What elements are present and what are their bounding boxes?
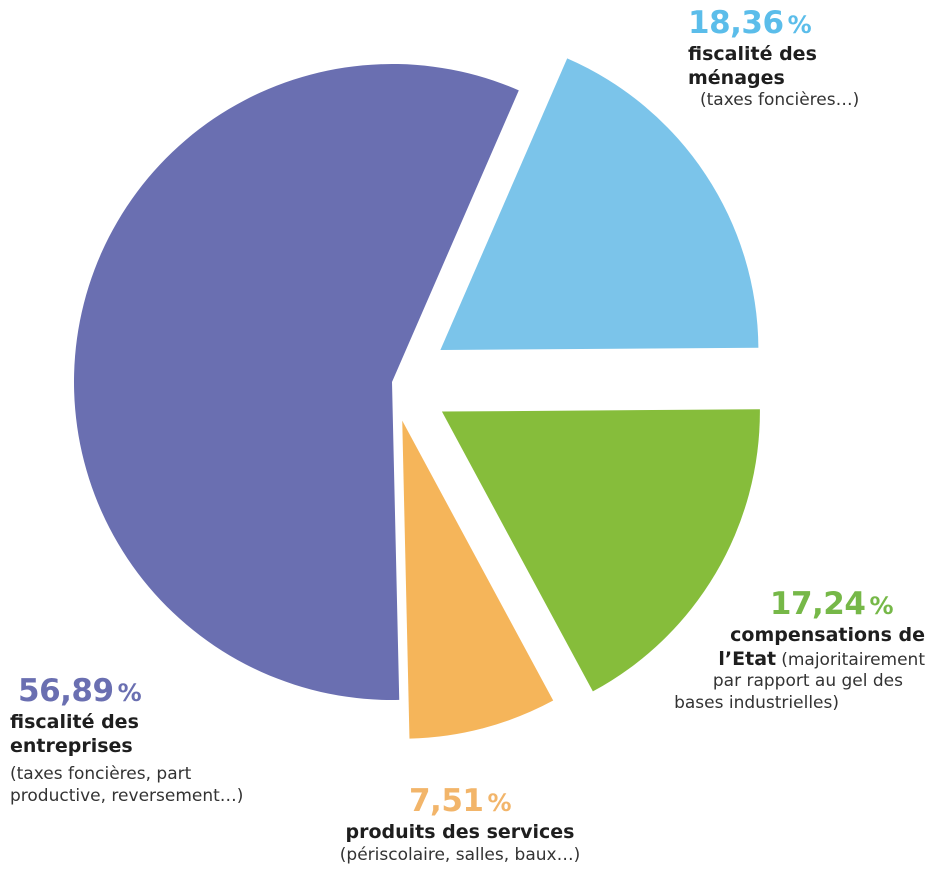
unit-services: % — [487, 789, 512, 817]
detail-menages: (taxes foncières…) — [700, 90, 860, 111]
category-etat-line2-row: l’Etat (majoritairement — [600, 648, 945, 672]
unit-etat: % — [869, 592, 893, 620]
detail-etat-line3: bases industrielles) — [674, 692, 839, 713]
slice-label-menages: 18,36% fiscalité des ménages (taxes fonc… — [688, 4, 938, 112]
percent-etat: 17,24% — [600, 585, 945, 624]
pie-slice-menages — [440, 58, 759, 351]
category-etat-line1: compensations de — [730, 623, 925, 646]
value-etat: 17,24 — [769, 586, 866, 622]
category-etat-line2: l’Etat — [718, 647, 777, 670]
percent-entreprises: 56,89% — [10, 672, 310, 711]
category-services: produits des services — [345, 820, 575, 843]
category-entreprises-line2: entreprises — [10, 734, 133, 757]
detail-etat-line1: (majoritairement — [781, 649, 925, 670]
pie-slice-entreprises — [73, 63, 519, 701]
value-menages: 18,36 — [688, 5, 784, 41]
detail-entreprises-line1: (taxes foncières, part — [10, 764, 192, 785]
unit-entreprises: % — [117, 679, 142, 707]
percent-menages: 18,36% — [688, 4, 938, 43]
value-entreprises: 56,89 — [18, 673, 114, 709]
detail-etat-line2: par rapport au gel des — [712, 671, 903, 692]
detail-entreprises-line2: productive, reversement…) — [10, 785, 244, 806]
value-services: 7,51 — [408, 783, 484, 819]
percent-services: 7,51% — [300, 782, 620, 821]
pie-slice-etat — [441, 409, 760, 692]
detail-services: (périscolaire, salles, baux…) — [339, 844, 581, 865]
slice-label-services: 7,51% produits des services (périscolair… — [300, 782, 620, 866]
category-menages: fiscalité des ménages — [688, 42, 817, 89]
slice-label-etat: 17,24% compensations de l’Etat (majorita… — [600, 585, 945, 714]
pie-slices — [73, 58, 760, 739]
category-entreprises-line1: fiscalité des — [10, 710, 139, 733]
unit-menages: % — [787, 11, 812, 39]
pie-slice-services — [402, 420, 554, 739]
slice-label-entreprises: 56,89% fiscalité des entreprises (taxes … — [10, 672, 310, 807]
